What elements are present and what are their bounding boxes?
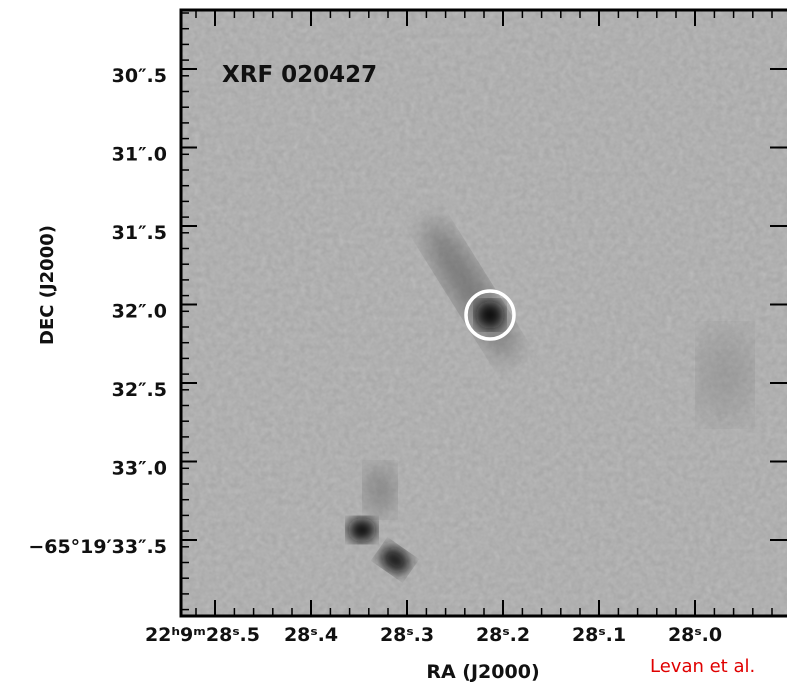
x-axis-label: RA (J2000): [426, 661, 539, 683]
credit: Levan et al.: [650, 656, 755, 677]
y-tick-label: 30″.5: [112, 65, 167, 87]
y-tick-label: 32″.5: [112, 379, 167, 401]
frame: [179, 8, 787, 618]
x-tick-label: 28ˢ.4: [284, 624, 338, 646]
y-tick-label: −65°19′33″.5: [28, 536, 167, 558]
y-tick-label: 31″.0: [112, 144, 167, 166]
x-tick-label: 28ˢ.3: [380, 624, 434, 646]
x-tick-label: 22ʰ9ᵐ28ˢ.5: [145, 624, 260, 646]
x-tick-label: 28ˢ.1: [572, 624, 626, 646]
x-tick-label: 28ˢ.2: [476, 624, 530, 646]
tick-marks: [181, 10, 787, 616]
afterglow-circle: [464, 289, 516, 341]
y-tick-label: 31″.5: [112, 222, 167, 244]
y-tick-label: 33″.0: [112, 458, 167, 480]
x-tick-label: 28ˢ.0: [668, 624, 722, 646]
y-tick-label: 32″.0: [112, 301, 167, 323]
figure-label: XRF 020427: [222, 62, 377, 88]
y-axis-label: DEC (J2000): [37, 225, 58, 345]
sky-image: [181, 10, 787, 616]
